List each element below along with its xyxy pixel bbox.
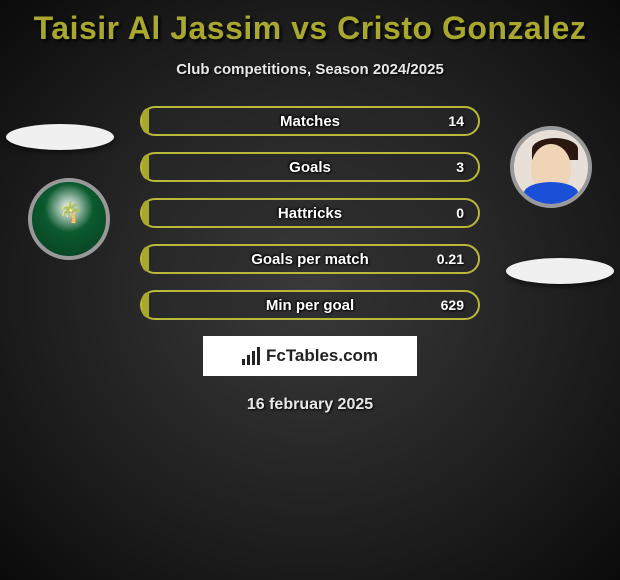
stat-fill <box>142 292 149 318</box>
stat-fill <box>142 154 149 180</box>
stat-value: 14 <box>448 113 464 129</box>
stat-row-goals-per-match: Goals per match 0.21 <box>140 244 480 274</box>
stats-container: Matches 14 Goals 3 Hattricks 0 Goals per… <box>0 106 620 320</box>
stat-label: Matches <box>280 113 340 130</box>
stat-value: 0.21 <box>437 251 464 267</box>
comparison-title: Taisir Al Jassim vs Cristo Gonzalez <box>0 0 620 47</box>
stat-label: Goals <box>289 159 331 176</box>
stat-fill <box>142 246 149 272</box>
stat-fill <box>142 200 149 226</box>
stat-value: 0 <box>456 205 464 221</box>
season-subtitle: Club competitions, Season 2024/2025 <box>0 61 620 78</box>
stat-label: Goals per match <box>251 251 369 268</box>
stat-row-min-per-goal: Min per goal 629 <box>140 290 480 320</box>
date-text: 16 february 2025 <box>0 396 620 414</box>
stat-row-goals: Goals 3 <box>140 152 480 182</box>
stat-value: 629 <box>441 297 464 313</box>
stat-label: Hattricks <box>278 205 342 222</box>
brand-text: FcTables.com <box>266 346 378 366</box>
stat-row-hattricks: Hattricks 0 <box>140 198 480 228</box>
stat-row-matches: Matches 14 <box>140 106 480 136</box>
chart-icon <box>242 347 260 365</box>
stat-label: Min per goal <box>266 297 354 314</box>
fctables-logo-link[interactable]: FcTables.com <box>203 336 417 376</box>
stat-value: 3 <box>456 159 464 175</box>
stat-fill <box>142 108 149 134</box>
